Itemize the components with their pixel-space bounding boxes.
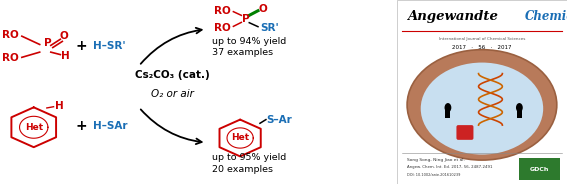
Text: RO: RO: [2, 53, 19, 63]
Text: 2017   ·   56   ·   2017: 2017 · 56 · 2017: [452, 45, 511, 50]
Text: RO: RO: [214, 23, 231, 33]
Text: P: P: [242, 14, 250, 24]
Bar: [517, 109, 522, 118]
Text: up to 94% yield: up to 94% yield: [212, 37, 286, 46]
Text: Song Song, Ning Jiao et al.: Song Song, Ning Jiao et al.: [407, 158, 465, 162]
FancyArrowPatch shape: [141, 28, 202, 64]
Text: H: H: [61, 51, 70, 61]
Text: O: O: [60, 31, 69, 41]
Text: Chemie: Chemie: [524, 10, 567, 23]
Text: Angewandte: Angewandte: [407, 10, 498, 23]
Text: +: +: [75, 119, 87, 133]
FancyBboxPatch shape: [456, 125, 473, 140]
Text: O: O: [259, 3, 267, 14]
Bar: [519, 158, 560, 180]
Ellipse shape: [421, 63, 543, 155]
Text: RO: RO: [2, 30, 19, 40]
Text: Het: Het: [25, 123, 43, 132]
Text: +: +: [75, 39, 87, 53]
Text: SR': SR': [260, 23, 279, 33]
FancyArrowPatch shape: [141, 109, 202, 144]
Text: 20 examples: 20 examples: [212, 165, 273, 174]
Text: H–SR': H–SR': [93, 41, 126, 51]
Text: RO: RO: [214, 6, 231, 16]
Text: Angew. Chem. Int. Ed. 2017, 56, 2487-2491: Angew. Chem. Int. Ed. 2017, 56, 2487-249…: [407, 165, 493, 169]
Bar: [445, 109, 450, 118]
Text: H: H: [55, 101, 64, 111]
Text: H–SAr: H–SAr: [93, 121, 128, 131]
Ellipse shape: [516, 103, 523, 112]
Text: DOI: 10.1002/anie.201610239: DOI: 10.1002/anie.201610239: [407, 173, 460, 177]
Text: P: P: [44, 38, 52, 48]
Ellipse shape: [445, 103, 451, 112]
Text: International Journal of Chemical Sciences: International Journal of Chemical Scienc…: [439, 37, 525, 41]
Text: S–Ar: S–Ar: [266, 115, 293, 125]
Text: O₂ or air: O₂ or air: [151, 89, 194, 99]
Text: GDCh: GDCh: [530, 167, 549, 172]
Text: Cs₂CO₃ (cat.): Cs₂CO₃ (cat.): [136, 70, 210, 80]
Text: 37 examples: 37 examples: [212, 48, 273, 57]
Text: Het: Het: [231, 134, 249, 142]
Text: up to 95% yield: up to 95% yield: [212, 153, 286, 162]
Ellipse shape: [407, 50, 557, 160]
